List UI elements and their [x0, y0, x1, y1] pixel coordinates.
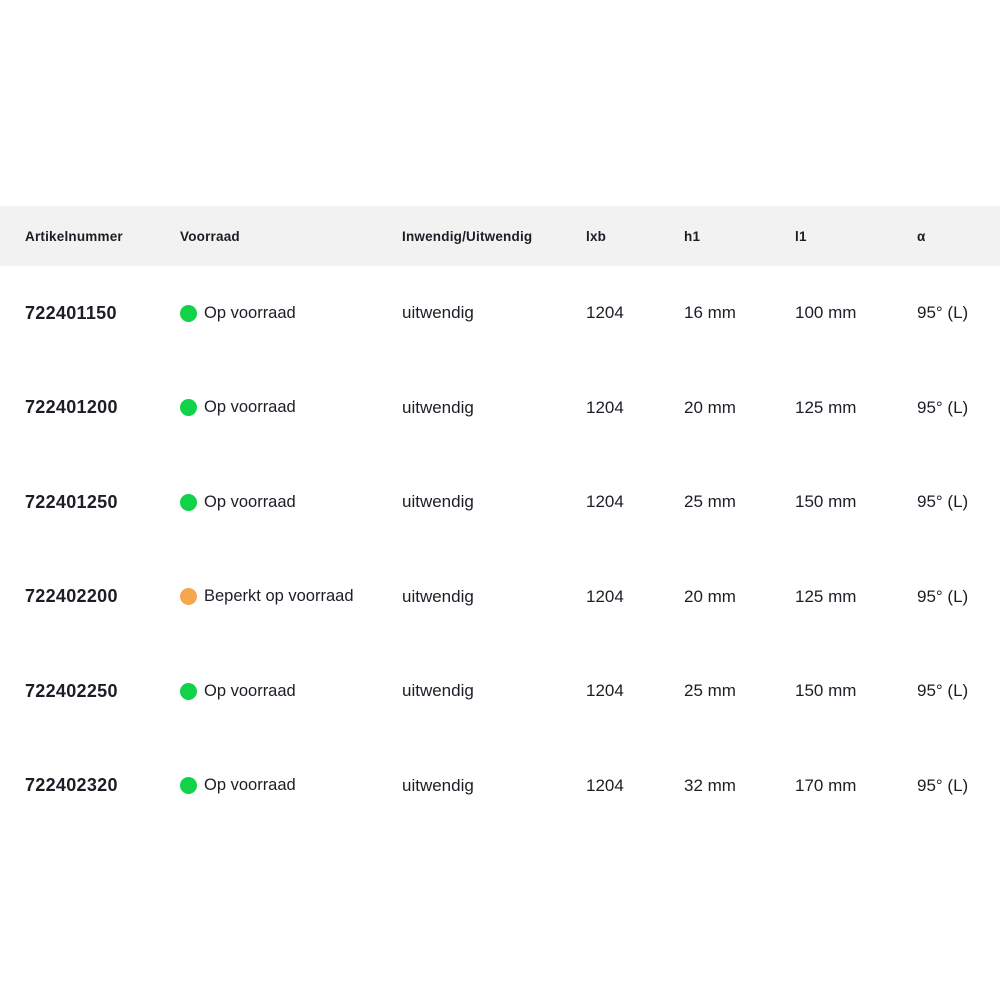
column-header-lxb: lxb	[586, 228, 607, 244]
lxb-value: 1204	[586, 492, 624, 512]
l1-value: 150 mm	[795, 492, 857, 512]
stock-status-dot-icon	[180, 493, 197, 511]
stock-status-label: Op voorraad	[204, 492, 296, 511]
column-header-h1: h1	[684, 228, 701, 244]
h1-value: 25 mm	[684, 681, 736, 701]
article-number: 722401250	[25, 491, 118, 512]
stock-status-dot-icon	[180, 588, 197, 606]
h1-value: 20 mm	[684, 586, 736, 606]
column-header-alpha: α	[917, 228, 926, 244]
stock-status-dot-icon	[180, 682, 197, 700]
alpha-value: 95° (L)	[917, 586, 969, 606]
l1-value: 125 mm	[795, 397, 857, 417]
table-row: 722401250 Op voorraad uitwendig 1204 25 …	[0, 455, 1000, 550]
stock-status-cell: Op voorraad	[180, 398, 402, 417]
lxb-value: 1204	[586, 303, 624, 323]
stock-status-cell: Op voorraad	[180, 776, 402, 795]
alpha-value: 95° (L)	[917, 681, 969, 701]
table-row: 722401150 Op voorraad uitwendig 1204 16 …	[0, 266, 1000, 361]
stock-status-label: Op voorraad	[204, 776, 296, 795]
h1-value: 20 mm	[684, 397, 736, 417]
table-row: 722401200 Op voorraad uitwendig 1204 20 …	[0, 360, 1000, 455]
stock-status-cell: Beperkt op voorraad	[180, 587, 402, 606]
stock-status-cell: Op voorraad	[180, 493, 402, 512]
inwendig-uitwendig-value: uitwendig	[402, 775, 474, 795]
article-number: 722401150	[25, 302, 117, 323]
table-header-row: Artikelnummer Voorraad Inwendig/Uitwendi…	[0, 206, 1000, 266]
stock-status-label: Op voorraad	[204, 303, 296, 322]
column-header-l1: l1	[795, 228, 807, 244]
alpha-value: 95° (L)	[917, 492, 969, 512]
column-header-artikelnummer: Artikelnummer	[25, 228, 123, 244]
alpha-value: 95° (L)	[917, 303, 969, 323]
alpha-value: 95° (L)	[917, 775, 969, 795]
stock-status-dot-icon	[180, 304, 197, 322]
table-row: 722402200 Beperkt op voorraad uitwendig …	[0, 549, 1000, 644]
stock-status-label: Beperkt op voorraad	[204, 587, 354, 606]
inwendig-uitwendig-value: uitwendig	[402, 492, 474, 512]
h1-value: 16 mm	[684, 303, 736, 323]
stock-status-label: Op voorraad	[204, 681, 296, 700]
lxb-value: 1204	[586, 397, 624, 417]
lxb-value: 1204	[586, 586, 624, 606]
stock-status-cell: Op voorraad	[180, 682, 402, 701]
article-number: 722402320	[25, 775, 118, 796]
article-number: 722401200	[25, 397, 118, 418]
table-row: 722402250 Op voorraad uitwendig 1204 25 …	[0, 644, 1000, 739]
h1-value: 32 mm	[684, 775, 736, 795]
lxb-value: 1204	[586, 681, 624, 701]
alpha-value: 95° (L)	[917, 397, 969, 417]
stock-status-dot-icon	[180, 777, 197, 795]
l1-value: 150 mm	[795, 681, 857, 701]
column-header-voorraad: Voorraad	[180, 228, 240, 244]
stock-status-cell: Op voorraad	[180, 304, 402, 323]
h1-value: 25 mm	[684, 492, 736, 512]
lxb-value: 1204	[586, 775, 624, 795]
article-number: 722402250	[25, 680, 118, 701]
inwendig-uitwendig-value: uitwendig	[402, 586, 474, 606]
l1-value: 170 mm	[795, 775, 857, 795]
inwendig-uitwendig-value: uitwendig	[402, 303, 474, 323]
article-number: 722402200	[25, 586, 118, 607]
l1-value: 125 mm	[795, 586, 857, 606]
table-row: 722402320 Op voorraad uitwendig 1204 32 …	[0, 738, 1000, 833]
inwendig-uitwendig-value: uitwendig	[402, 397, 474, 417]
inwendig-uitwendig-value: uitwendig	[402, 681, 474, 701]
l1-value: 100 mm	[795, 303, 857, 323]
stock-status-dot-icon	[180, 399, 197, 417]
column-header-inwendig-uitwendig: Inwendig/Uitwendig	[402, 228, 533, 244]
product-spec-table: Artikelnummer Voorraad Inwendig/Uitwendi…	[0, 206, 1000, 833]
stock-status-label: Op voorraad	[204, 398, 296, 417]
